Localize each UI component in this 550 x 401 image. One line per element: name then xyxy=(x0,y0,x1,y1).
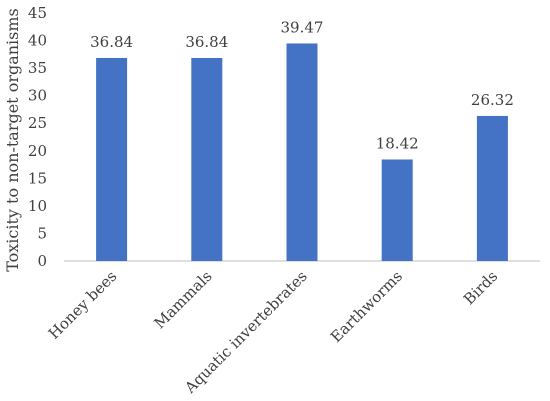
y-tick-label: 40 xyxy=(28,32,47,50)
data-label: 26.32 xyxy=(471,91,514,109)
x-tick-label: Mammals xyxy=(150,267,215,332)
y-tick-label: 5 xyxy=(37,224,47,242)
data-label: 36.84 xyxy=(90,33,133,51)
y-axis-ticks: 0 5 10 15 20 25 30 35 40 45 xyxy=(28,4,47,270)
y-tick-label: 45 xyxy=(28,4,47,22)
data-label: 36.84 xyxy=(185,33,228,51)
bar xyxy=(381,159,413,261)
y-tick-label: 15 xyxy=(28,169,47,187)
data-labels-group: 36.84 36.84 39.47 18.42 26.32 xyxy=(90,18,514,152)
y-tick-label: 35 xyxy=(28,59,47,77)
y-tick-label: 20 xyxy=(28,142,47,160)
y-axis-title: Toxicity to non-target organisms xyxy=(3,8,22,272)
y-tick-label: 10 xyxy=(28,197,47,215)
data-label: 18.42 xyxy=(376,134,419,152)
x-tick-label: Birds xyxy=(460,267,501,308)
bars-group xyxy=(96,43,508,262)
y-tick-label: 30 xyxy=(28,87,47,105)
x-tick-label: Earthworms xyxy=(327,267,406,346)
data-label: 39.47 xyxy=(281,18,324,36)
bar xyxy=(191,57,223,261)
y-tick-label: 0 xyxy=(37,252,47,270)
x-tick-label: Honey bees xyxy=(45,267,121,343)
bar xyxy=(476,115,508,261)
y-tick-label: 25 xyxy=(28,114,47,132)
bar xyxy=(96,57,128,261)
bar xyxy=(286,43,318,262)
